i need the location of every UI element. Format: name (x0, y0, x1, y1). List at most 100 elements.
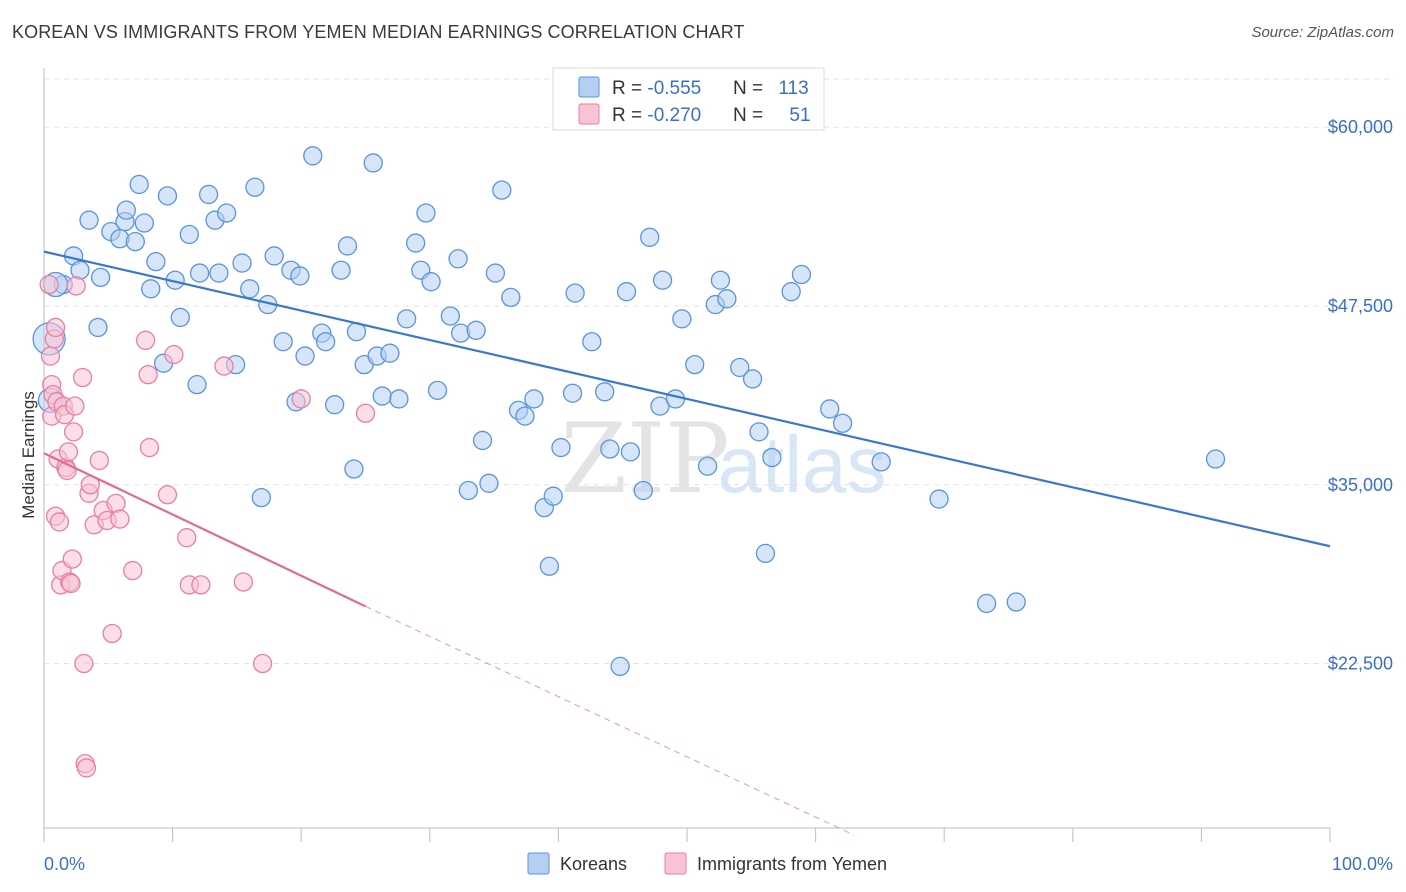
koreans-point-62 (466, 320, 486, 340)
koreans-point-20 (187, 374, 207, 395)
yemen-points (39, 274, 376, 778)
koreans-point-102 (832, 413, 853, 433)
koreans-point-75 (562, 383, 583, 403)
koreans-point-47 (363, 153, 383, 173)
koreans-point-72 (539, 556, 560, 576)
koreans-point-88 (672, 309, 692, 329)
bottom-legend-koreans: Koreans (560, 854, 627, 874)
koreans-point-29 (245, 177, 265, 197)
koreans-point-59 (448, 249, 468, 269)
koreans-point-49 (372, 386, 392, 406)
koreans-point-55 (416, 203, 436, 223)
koreans-point-10 (125, 231, 145, 252)
x-tick-label-0: 0.0% (44, 854, 85, 874)
axes (43, 68, 1331, 842)
yemen-point-39 (138, 364, 158, 385)
yemen-point-19 (61, 573, 81, 594)
koreans-point-3 (79, 210, 99, 230)
yemen-point-34 (102, 623, 122, 644)
koreans-n-value: 113 (778, 78, 808, 99)
koreans-point-22 (198, 184, 219, 205)
koreans-point-104 (929, 489, 949, 509)
koreans-point-97 (755, 543, 776, 564)
koreans-point-70 (524, 389, 544, 409)
y-tick-label-0: $60,000 (1328, 117, 1393, 137)
yemen-trend-extension (365, 605, 855, 836)
koreans-point-63 (472, 430, 493, 451)
koreans-points (32, 146, 1226, 677)
yemen-point-42 (164, 344, 184, 365)
y-axis-title: Median Earnings (19, 391, 38, 519)
koreans-point-89 (685, 354, 705, 375)
yemen-r-value: -0.270 (647, 105, 701, 126)
yemen-point-27 (76, 758, 97, 778)
koreans-r-value: -0.555 (647, 78, 701, 99)
yemen-point-1 (40, 346, 61, 366)
yemen-point-40 (139, 437, 160, 458)
x-tick-label-1: 100.0% (1332, 854, 1393, 874)
koreans-point-83 (633, 480, 653, 501)
koreans-point-79 (600, 439, 620, 459)
yemen-point-48 (252, 653, 273, 674)
koreans-n-label: N = (733, 78, 768, 99)
koreans-point-95 (742, 369, 763, 389)
y-tick-label-3: $22,500 (1328, 654, 1393, 674)
yemen-point-22 (65, 396, 85, 416)
koreans-point-37 (295, 346, 315, 366)
koreans-point-65 (485, 263, 506, 283)
koreans-point-106 (1006, 592, 1026, 612)
watermark-atlas: atlas (718, 420, 887, 509)
yemen-point-35 (106, 493, 126, 513)
koreans-point-53 (406, 233, 426, 253)
yemen-r-label: R = (612, 105, 647, 126)
koreans-point-96 (749, 422, 769, 442)
legend-row-yemen-n: N = 51 (733, 105, 811, 126)
yemen-n-value: 51 (789, 105, 810, 126)
koreans-point-25 (216, 203, 237, 223)
koreans-point-74 (551, 437, 571, 458)
koreans-point-57 (427, 380, 448, 401)
chart-title: KOREAN VS IMMIGRANTS FROM YEMEN MEDIAN E… (12, 22, 745, 42)
yemen-point-10 (49, 512, 70, 532)
koreans-point-92 (710, 270, 731, 290)
yemen-point-6 (45, 317, 66, 338)
y-tick-label-1: $47,500 (1328, 296, 1393, 316)
koreans-point-81 (616, 282, 637, 302)
yemen-point-23 (66, 276, 86, 296)
yemen-point-36 (110, 509, 130, 529)
legend-row-yemen: R = -0.270 (612, 105, 701, 126)
bottom-legend: Koreans Immigrants from Yemen (527, 852, 887, 875)
yemen-point-0 (39, 274, 59, 295)
y-axis-labels: $60,000 $47,500 $35,000 $22,500 (1328, 117, 1393, 673)
koreans-point-33 (273, 332, 293, 352)
koreans-point-100 (791, 264, 812, 285)
koreans-point-36 (290, 266, 310, 286)
koreans-point-41 (324, 395, 345, 415)
koreans-point-27 (232, 253, 252, 273)
yemen-point-37 (123, 560, 143, 581)
koreans-point-24 (209, 263, 229, 283)
koreans-point-99 (781, 282, 801, 302)
koreans-point-18 (170, 307, 190, 328)
yemen-point-47 (233, 572, 253, 592)
koreans-point-40 (315, 332, 336, 352)
source-credit: Source: ZipAtlas.com (1251, 24, 1394, 41)
koreans-point-9 (116, 200, 136, 220)
koreans-point-43 (337, 236, 358, 256)
koreans-swatch (578, 76, 600, 98)
koreans-point-82 (620, 442, 641, 462)
koreans-point-94 (730, 357, 750, 378)
koreans-point-56 (421, 272, 441, 292)
koreans-point-32 (264, 246, 284, 266)
koreans-point-78 (595, 382, 615, 402)
koreans-point-107 (1205, 449, 1226, 469)
koreans-point-86 (652, 270, 673, 290)
koreans-point-64 (479, 473, 499, 493)
koreans-point-50 (380, 343, 400, 363)
bottom-legend-yemen-swatch (664, 852, 687, 875)
koreans-point-12 (134, 213, 154, 233)
koreans-point-28 (240, 279, 260, 299)
bottom-legend-yemen: Immigrants from Yemen (697, 854, 887, 874)
legend-row-koreans-n: N = 113 (733, 78, 809, 99)
